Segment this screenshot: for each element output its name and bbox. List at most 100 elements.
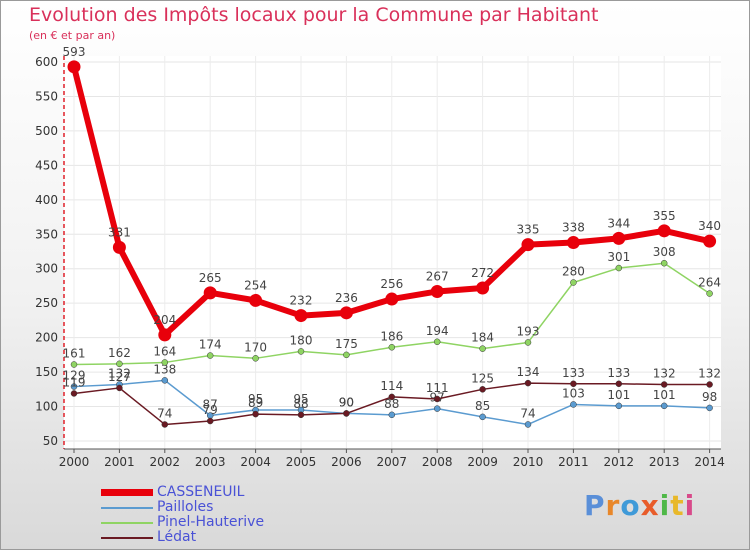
y-tick-label: 200 xyxy=(35,331,58,345)
logo-letter: r xyxy=(605,489,621,522)
proxiti-logo: Proxiti xyxy=(584,489,695,522)
x-tick-label: 2002 xyxy=(150,455,181,469)
legend-label: Lédat xyxy=(157,529,197,545)
data-point xyxy=(70,361,78,368)
data-label: 267 xyxy=(426,269,449,283)
data-label: 129 xyxy=(63,369,86,383)
data-point xyxy=(524,379,532,387)
data-point xyxy=(388,411,396,419)
data-label: 265 xyxy=(199,271,222,285)
data-label: 89 xyxy=(248,396,263,410)
data-label: 272 xyxy=(471,266,494,280)
data-point xyxy=(615,402,623,410)
data-point xyxy=(70,383,78,390)
data-point xyxy=(158,328,172,342)
data-label: 132 xyxy=(698,366,721,380)
legend-item: Pailloles xyxy=(101,500,264,515)
data-point xyxy=(297,348,305,355)
data-label: 308 xyxy=(653,245,676,259)
data-label: 101 xyxy=(653,388,676,402)
x-tick-label: 2010 xyxy=(513,455,544,469)
data-label: 87 xyxy=(203,398,218,412)
data-point xyxy=(203,286,217,300)
data-point xyxy=(660,402,668,410)
data-point xyxy=(433,338,441,346)
x-tick-label: 2006 xyxy=(331,455,362,469)
data-label: 180 xyxy=(290,333,313,347)
data-point xyxy=(615,380,623,388)
data-point xyxy=(566,236,580,250)
x-tick-label: 2005 xyxy=(286,455,317,469)
data-point xyxy=(706,290,713,297)
data-point xyxy=(161,421,169,428)
data-label: 256 xyxy=(380,277,403,291)
legend-label: Pailloles xyxy=(157,499,214,515)
legend-label: CASSENEUIL xyxy=(157,484,245,500)
y-tick-label: 550 xyxy=(35,89,58,103)
data-point xyxy=(570,401,577,408)
data-point xyxy=(385,292,399,306)
data-label: 301 xyxy=(607,250,630,264)
y-tick-label: 500 xyxy=(35,124,58,138)
data-point xyxy=(116,360,123,368)
data-point xyxy=(703,234,717,248)
data-point xyxy=(660,381,668,388)
data-point xyxy=(570,380,577,388)
data-label: 174 xyxy=(199,338,222,352)
data-label: 280 xyxy=(562,265,585,279)
data-point xyxy=(70,390,78,397)
data-point xyxy=(524,339,532,346)
legend-swatch xyxy=(101,521,153,524)
data-point xyxy=(67,60,81,74)
x-tick-label: 2004 xyxy=(240,455,271,469)
logo-letter: i xyxy=(659,489,671,522)
data-point xyxy=(479,413,486,421)
data-label: 344 xyxy=(607,216,630,230)
data-label: 593 xyxy=(63,45,86,59)
chart-title: Evolution des Impôts locaux pour la Comm… xyxy=(29,4,599,26)
data-point xyxy=(433,405,441,412)
data-label: 162 xyxy=(108,346,131,360)
x-tick-label: 2007 xyxy=(377,455,408,469)
data-point xyxy=(343,410,350,417)
y-tick-label: 150 xyxy=(35,365,58,379)
data-point xyxy=(657,224,671,238)
data-label: 335 xyxy=(517,223,540,237)
legend-item: Pinel-Hauterive xyxy=(101,515,264,530)
x-tick-label: 2000 xyxy=(59,455,90,469)
data-label: 133 xyxy=(607,366,630,380)
data-label: 111 xyxy=(426,381,449,395)
y-tick-label: 250 xyxy=(35,296,58,310)
series-pinel-hauterive: 161 162 164 174 170 180 175 186 194 184 193 280 301 3… xyxy=(63,245,721,368)
data-label: 103 xyxy=(562,386,585,400)
data-point xyxy=(706,381,713,388)
data-point xyxy=(524,421,532,428)
data-label: 161 xyxy=(63,347,86,361)
series-l-dat: 119 127 74 79 89 88 90 114 111 125 134 133 133 132 132 xyxy=(63,365,721,428)
data-label: 114 xyxy=(380,379,403,393)
logo-letter: P xyxy=(584,489,606,522)
data-point xyxy=(706,404,713,412)
x-tick-label: 2008 xyxy=(422,455,453,469)
data-label: 125 xyxy=(471,371,494,385)
data-point xyxy=(612,231,626,245)
data-label: 170 xyxy=(244,340,267,354)
data-label: 340 xyxy=(698,219,721,233)
legend-item: Lédat xyxy=(101,530,264,545)
data-point xyxy=(297,411,305,419)
x-tick-label: 2009 xyxy=(467,455,498,469)
data-point xyxy=(116,384,123,392)
data-point xyxy=(570,279,577,286)
y-tick-label: 450 xyxy=(35,158,58,172)
data-label: 184 xyxy=(471,331,494,345)
data-label: 194 xyxy=(426,324,449,338)
data-label: 338 xyxy=(562,221,585,235)
series-casseneuil: 593 331 204 265 254 232 236 256 267 272 335 338 344 3… xyxy=(63,45,721,342)
data-label: 175 xyxy=(335,337,358,351)
data-label: 232 xyxy=(290,294,313,308)
data-point xyxy=(112,240,126,254)
data-label: 133 xyxy=(562,366,585,380)
data-point xyxy=(521,238,535,252)
data-label: 101 xyxy=(607,388,630,402)
